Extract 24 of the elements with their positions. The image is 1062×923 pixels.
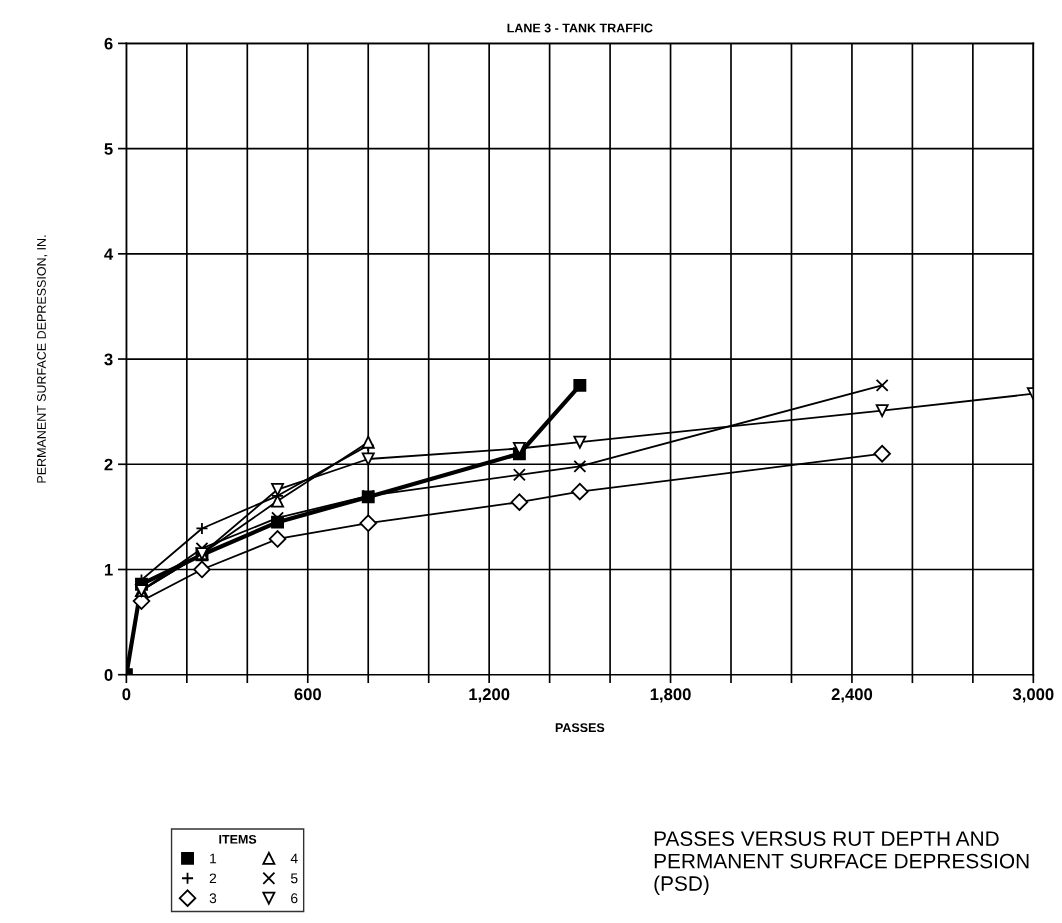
y-tick-label: 2: [104, 458, 113, 471]
legend-label: 3: [209, 893, 217, 904]
x-tick-label: 1,800: [650, 688, 691, 703]
legend-label: 4: [290, 853, 298, 864]
x-tick-label: 1,200: [469, 688, 510, 703]
legend-label: 1: [210, 853, 217, 864]
legend-label: 2: [209, 873, 217, 884]
y-tick-label: 3: [104, 353, 113, 366]
legend-label: 6: [291, 893, 298, 904]
y-tick-label: 0: [104, 669, 113, 681]
x-tick-label: 0: [122, 688, 131, 701]
y-tick-label: 6: [104, 37, 113, 50]
legend-title: ITEMS: [219, 834, 257, 844]
text: PASSES VERSUS RUT DEPTH AND PERMANENT SURFACE DEPRESSION (PSD): [654, 831, 1029, 895]
y-axis-title: PERMANENT SURFACE DEPRESSION, IN.: [37, 235, 48, 483]
x-tick-label: 3,000: [1012, 688, 1054, 703]
y-tick-label: 1: [104, 564, 113, 576]
x-axis-title: PASSES: [555, 723, 605, 733]
y-tick-label: 5: [104, 143, 113, 155]
legend-label: 5: [290, 873, 298, 884]
x-tick-label: 2,400: [831, 688, 873, 703]
y-tick-label: 4: [104, 248, 114, 260]
chart-title: LANE 3 - TANK TRAFFIC: [507, 23, 653, 33]
x-tick-label: 600: [294, 688, 321, 701]
